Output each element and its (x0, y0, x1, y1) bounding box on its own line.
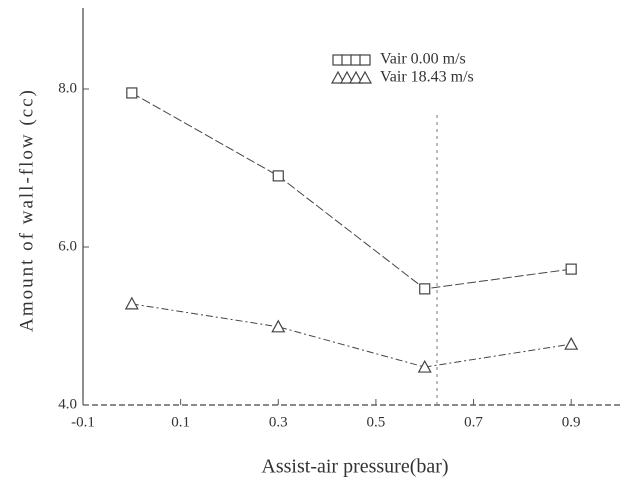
x-tick-label: 0.3 (269, 414, 288, 430)
x-tick-label: -0.1 (71, 414, 95, 430)
square-marker (272, 170, 284, 182)
legend-marker (359, 54, 371, 66)
triangle-marker (271, 319, 286, 333)
legend-label: Vair 18.43 m/s (380, 69, 474, 86)
x-axis-label: Assist-air pressure(bar) (261, 456, 448, 478)
y-tick-label: 8.0 (58, 80, 77, 96)
x-tick-label: 0.5 (367, 414, 386, 430)
series-line (131, 92, 572, 290)
square-marker (419, 283, 431, 295)
y-axis-label: Amount of wall-flow (cc) (16, 88, 37, 332)
square-marker (126, 87, 138, 99)
x-tick-label: 0.9 (562, 414, 581, 430)
legend-marker (330, 70, 346, 84)
y-tick-label: 6.0 (58, 238, 77, 254)
x-tick-label: 0.7 (464, 414, 483, 430)
triangle-marker (564, 336, 579, 350)
legend-marker (339, 70, 355, 84)
series-line (131, 303, 572, 368)
legend-marker (357, 70, 373, 84)
square-marker (565, 263, 577, 275)
legend-marker (348, 70, 364, 84)
triangle-marker (124, 296, 139, 310)
legend-label: Vair 0.00 m/s (380, 51, 466, 68)
y-tick-label: 4.0 (58, 396, 77, 412)
x-tick-label: 0.1 (171, 414, 190, 430)
triangle-marker (417, 359, 432, 373)
